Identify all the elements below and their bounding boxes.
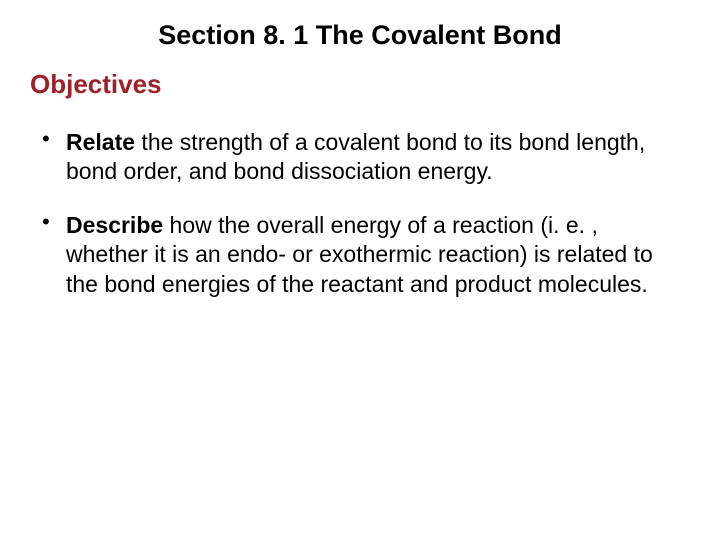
objectives-list: Relate the strength of a covalent bond t… <box>0 128 720 299</box>
objectives-heading: Objectives <box>0 69 720 128</box>
bullet-rest: the strength of a covalent bond to its b… <box>66 129 645 184</box>
bullet-lead: Relate <box>66 129 135 155</box>
section-title: Section 8. 1 The Covalent Bond <box>0 0 720 69</box>
list-item: Relate the strength of a covalent bond t… <box>38 128 680 187</box>
list-item: Describe how the overall energy of a rea… <box>38 211 680 299</box>
bullet-lead: Describe <box>66 212 163 238</box>
